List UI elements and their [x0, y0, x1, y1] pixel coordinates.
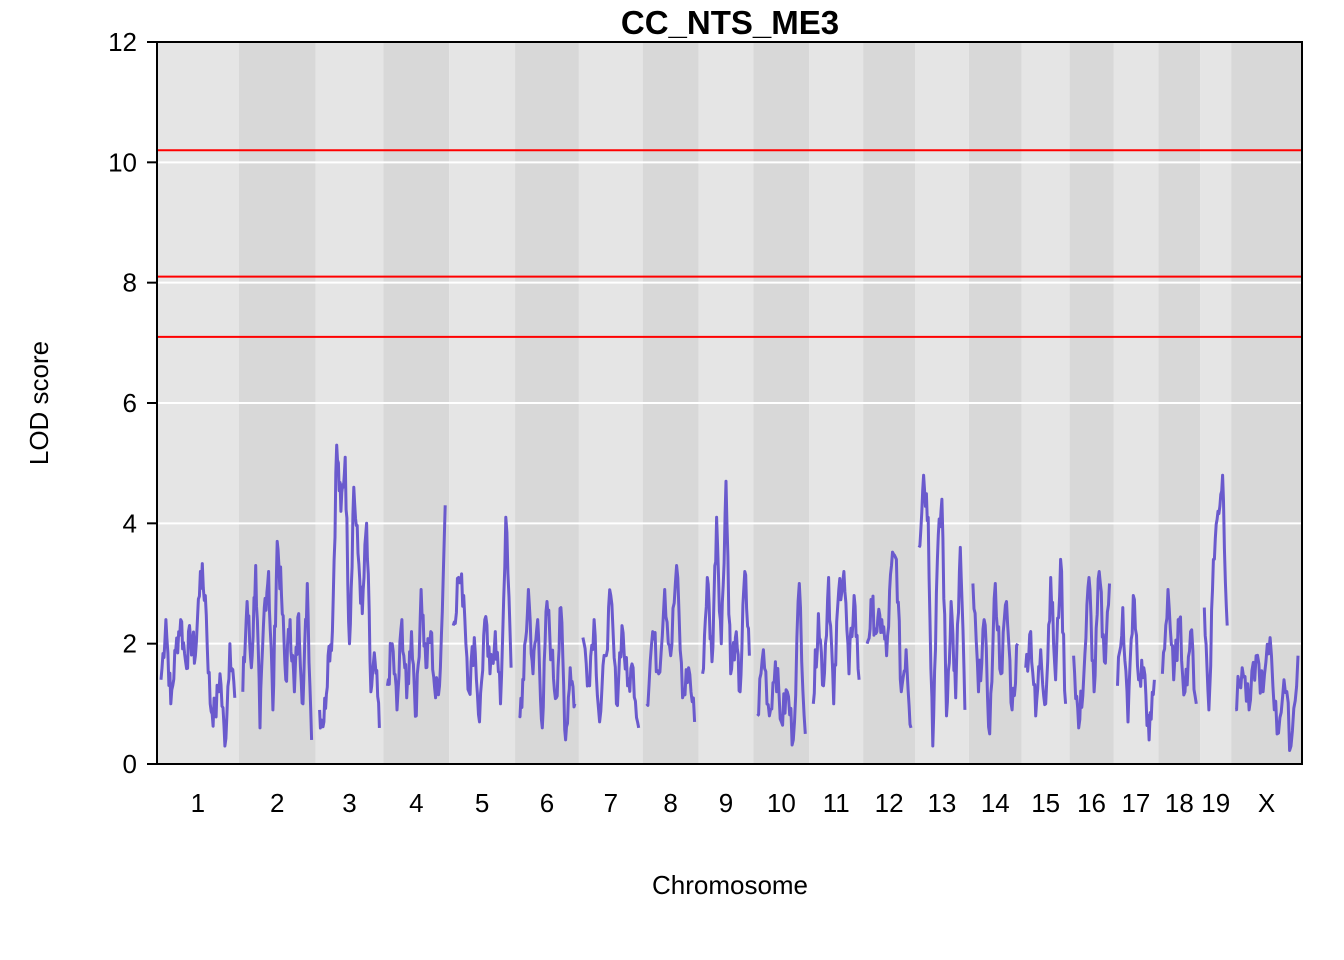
x-tick-label-5: 5	[475, 788, 489, 818]
lod-trace-chr-17	[1116, 594, 1156, 742]
lod-trace-chr-4	[385, 505, 447, 718]
x-tick-label-2: 2	[270, 788, 284, 818]
x-tick-label-18: 18	[1165, 788, 1194, 818]
x-tick-label-15: 15	[1031, 788, 1060, 818]
lod-trace-chr-X	[1234, 636, 1300, 752]
x-tick-label-1: 1	[191, 788, 205, 818]
y-tick-label: 4	[123, 508, 137, 538]
lod-trace-chr-18	[1160, 588, 1198, 705]
lod-trace-chr-13	[917, 473, 967, 748]
x-axis-title: Chromosome	[652, 870, 808, 900]
x-tick-label-13: 13	[927, 788, 956, 818]
y-tick-label: 2	[123, 629, 137, 659]
lod-trace-chr-16	[1072, 570, 1111, 730]
x-tick-label-12: 12	[875, 788, 904, 818]
lod-trace-chr-12	[865, 550, 913, 729]
y-tick-label: 0	[123, 749, 137, 779]
lod-trace-chr-8	[645, 564, 697, 722]
x-tick-label-11: 11	[823, 788, 850, 818]
x-tick-label-6: 6	[540, 788, 554, 818]
lod-trace-chr-19	[1202, 473, 1229, 712]
lod-trace-chr-2	[241, 539, 314, 740]
chart-title: CC_NTS_ME3	[621, 4, 839, 41]
lod-trace-chr-14	[971, 582, 1019, 736]
x-axis: 1 2 3 4 5 6 7 8 9 10 11 12 13 14 15 16 17 18 19 X	[191, 788, 1276, 818]
x-tick-label-9: 9	[719, 788, 733, 818]
lod-trace-chr-11	[811, 570, 861, 706]
x-tick-label-X: X	[1258, 788, 1275, 818]
x-tick-label-8: 8	[663, 788, 677, 818]
y-axis-title: LOD score	[24, 341, 54, 465]
lod-trace-chr-3	[318, 443, 381, 730]
x-tick-label-4: 4	[409, 788, 423, 818]
y-axis: 0 2 4 6 8 10 12	[108, 27, 158, 779]
y-tick-label: 8	[123, 268, 137, 298]
lod-trace-chr-7	[581, 588, 641, 729]
y-tick-label: 10	[108, 147, 137, 177]
y-tick-label: 6	[123, 388, 137, 418]
lod-trace-chr-15	[1024, 557, 1068, 718]
x-tick-label-16: 16	[1077, 788, 1106, 818]
lod-trace-chr-10	[756, 582, 807, 747]
x-tick-label-17: 17	[1121, 788, 1150, 818]
lod-series	[159, 443, 1300, 752]
x-tick-label-19: 19	[1201, 788, 1230, 818]
x-tick-label-3: 3	[342, 788, 356, 818]
lod-trace-chr-9	[701, 479, 751, 694]
lod-trace-chr-1	[159, 562, 237, 748]
lod-trace-chr-6	[518, 588, 577, 742]
lod-trace-chr-5	[451, 515, 513, 724]
x-tick-label-7: 7	[604, 788, 618, 818]
x-tick-label-14: 14	[981, 788, 1010, 818]
threshold-lines	[157, 149, 1302, 338]
x-tick-label-10: 10	[767, 788, 796, 818]
y-tick-label: 12	[108, 27, 137, 57]
